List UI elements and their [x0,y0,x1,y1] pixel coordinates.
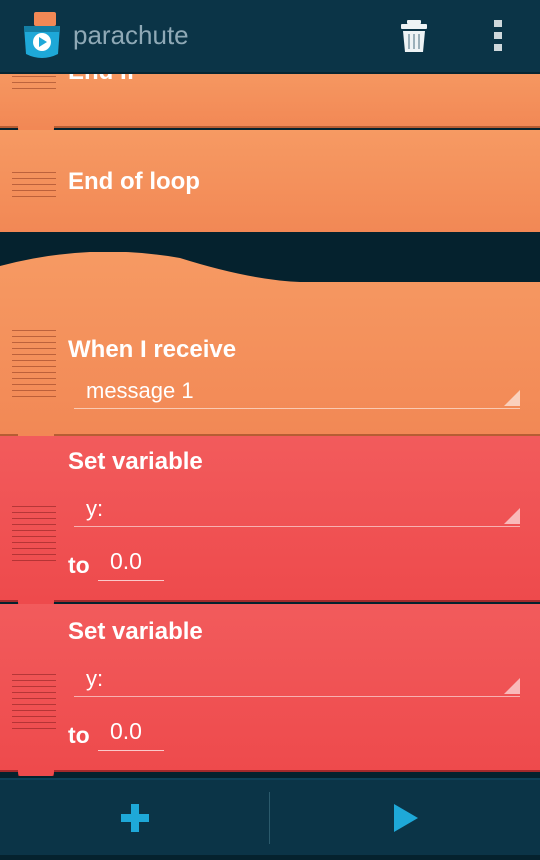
brick-drag-handle[interactable] [12,172,56,198]
play-button[interactable] [270,780,540,855]
variable-dropdown[interactable]: y: [74,492,520,527]
brick-drag-handle[interactable] [12,330,56,400]
brick-set-variable[interactable]: Set variable y: to 0.0 [0,604,540,776]
brick-divider [0,770,540,772]
play-icon [394,804,418,832]
action-bar: parachute [0,0,540,74]
brick-title: When I receive [68,336,237,363]
brick-drag-handle[interactable] [12,506,56,562]
app-title: parachute [73,20,189,50]
brick-set-variable[interactable]: Set variable y: to 0.0 [0,436,540,608]
value-text: 0.0 [110,548,142,574]
bottom-bar-divider [269,792,270,844]
message-value: message 1 [86,378,194,403]
more-vertical-icon[interactable] [486,16,510,56]
brick-title: End of loop [68,168,200,195]
brick-connector [18,770,54,776]
bottom-bar [0,778,540,855]
variable-value: y: [86,496,104,521]
brick-drag-handle[interactable] [12,674,56,730]
app-logo-icon[interactable] [22,12,62,62]
value-input[interactable]: 0.0 [98,546,164,581]
dropdown-arrow-icon [504,390,520,406]
to-label: to [68,722,90,748]
trash-icon[interactable] [396,16,432,56]
brick-end-of-loop[interactable]: End of loop [0,130,540,232]
brick-title: Set variable [68,448,203,475]
variable-dropdown[interactable]: y: [74,662,520,697]
dropdown-arrow-icon [504,508,520,524]
brick-divider [0,600,540,602]
hat-brick-shape [0,252,540,436]
add-brick-button[interactable] [0,780,269,855]
brick-title: Set variable [68,618,203,645]
brick-divider [0,126,540,128]
to-label: to [68,552,90,578]
brick-drag-handle[interactable] [12,74,56,94]
script-canvas[interactable]: End If End of loop When I receive messag… [0,74,540,776]
brick-when-i-receive[interactable]: When I receive message 1 [0,252,540,442]
value-input[interactable]: 0.0 [98,716,164,751]
variable-value: y: [86,666,104,691]
value-text: 0.0 [110,718,142,744]
brick-end-if[interactable]: End If [0,74,540,134]
message-dropdown[interactable]: message 1 [74,374,520,409]
plus-icon [121,804,149,832]
dropdown-arrow-icon [504,678,520,694]
brick-title: End If [68,74,135,86]
